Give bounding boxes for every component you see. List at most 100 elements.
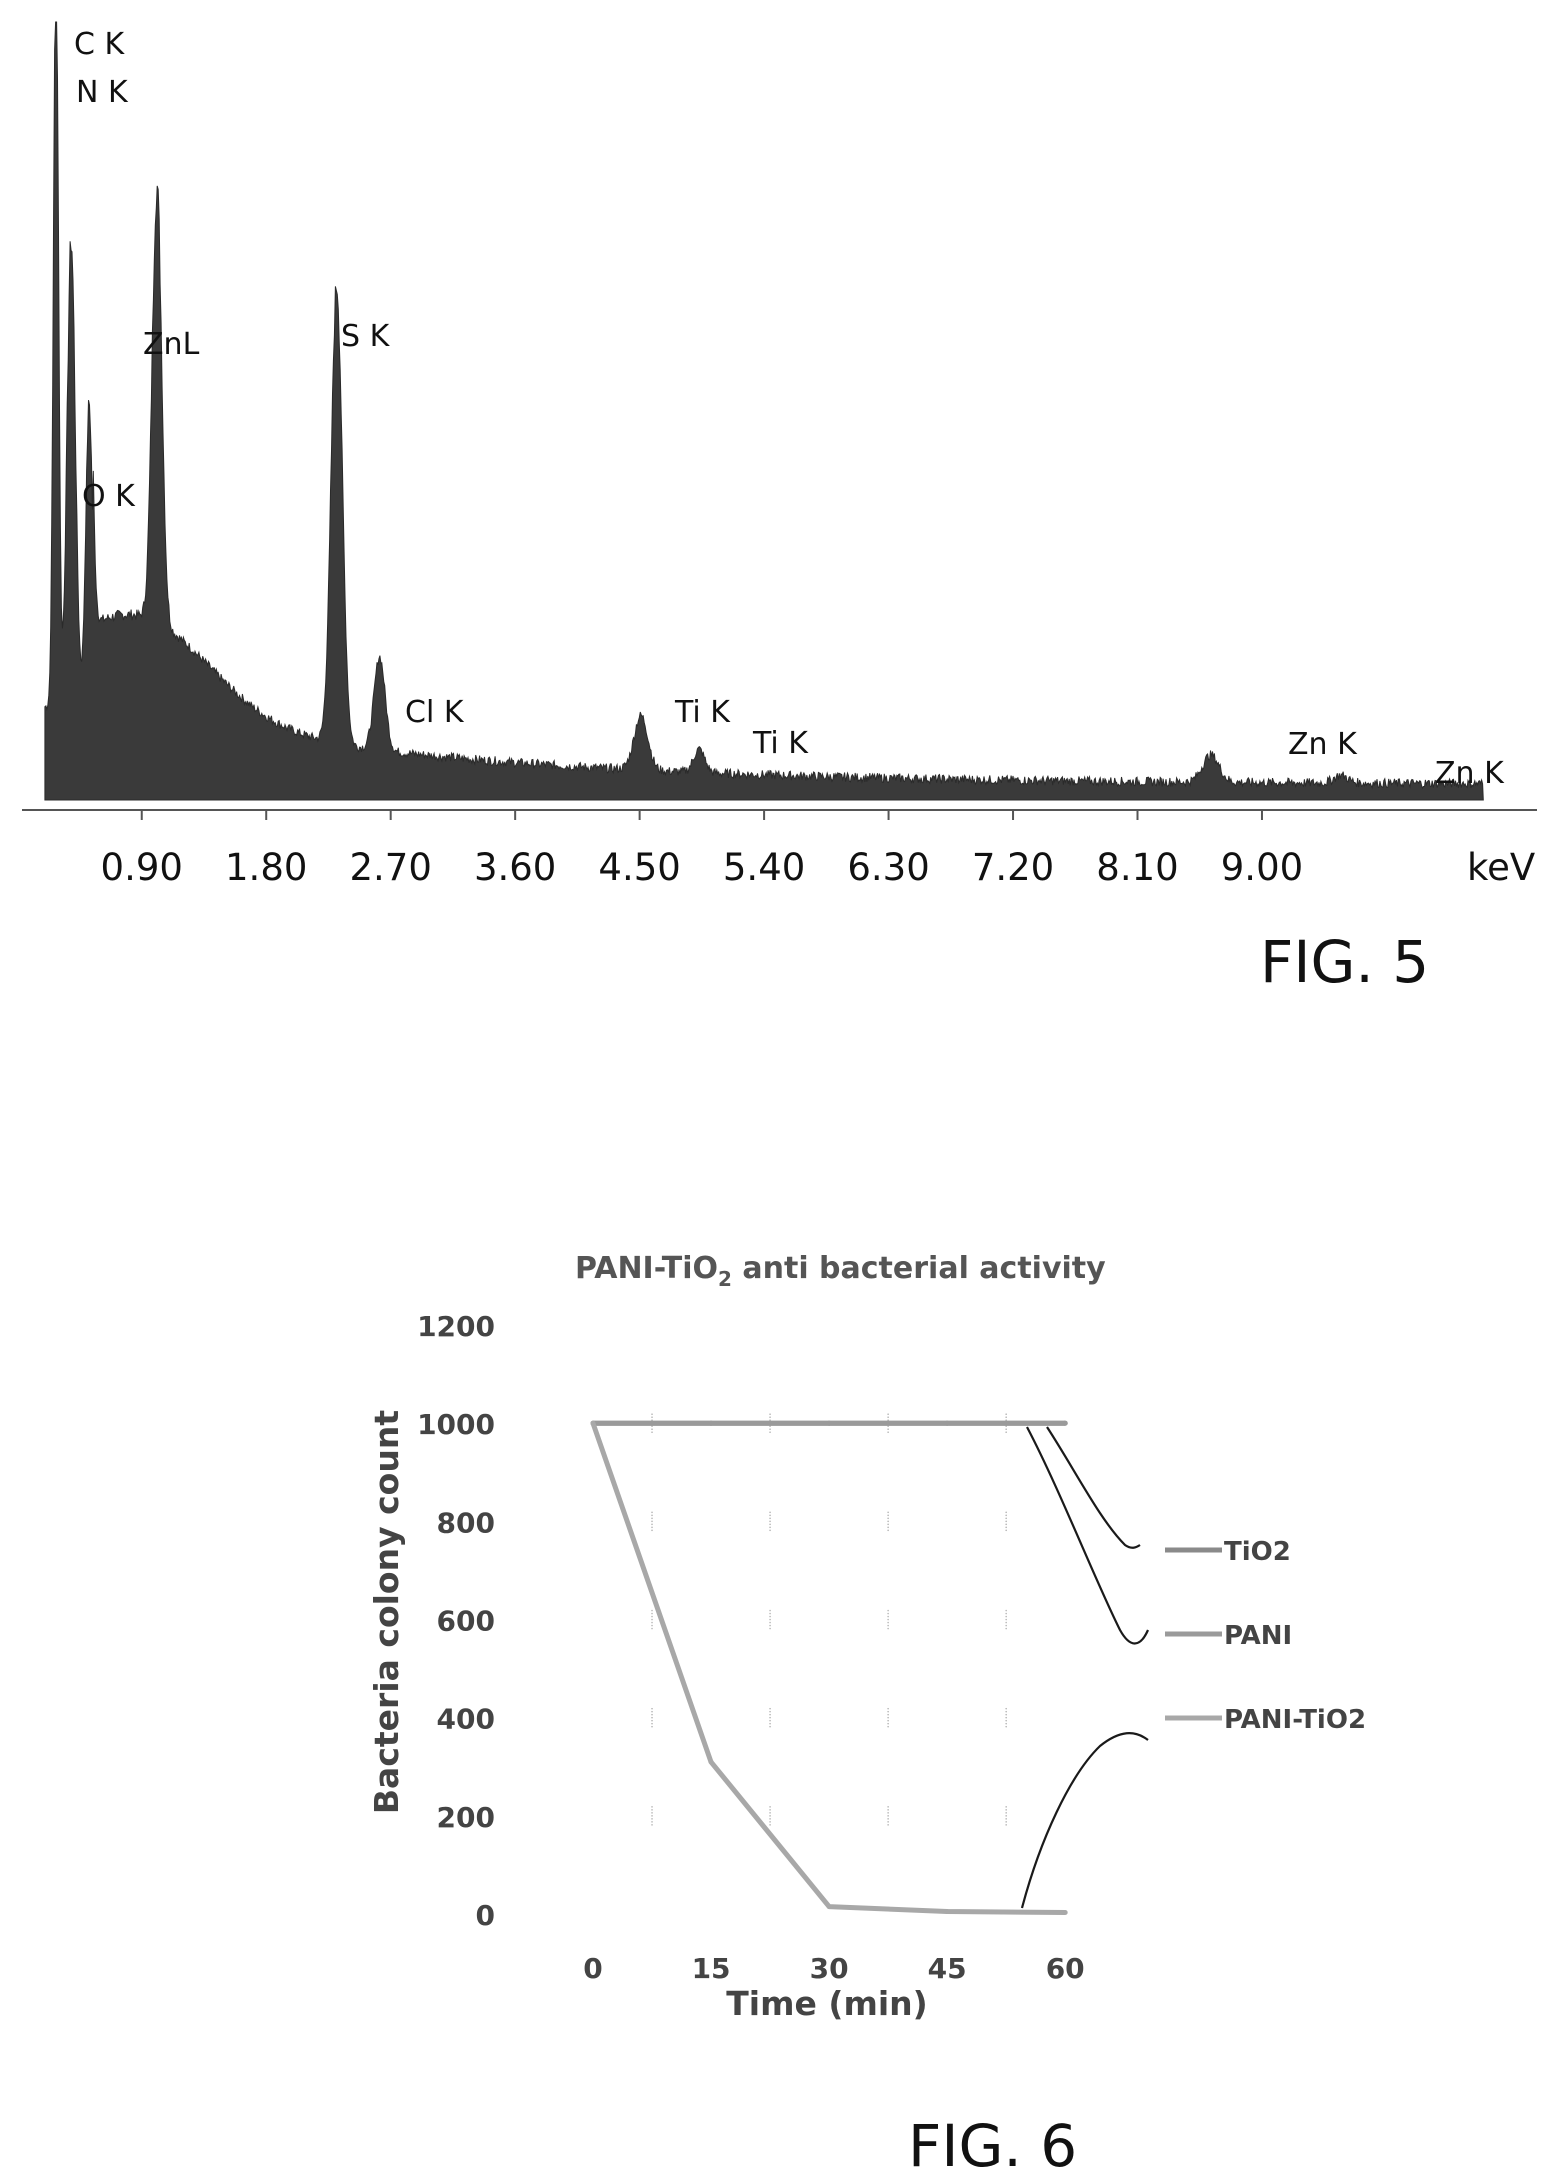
grid-dot	[769, 1624, 771, 1627]
grid-dot	[651, 1419, 653, 1421]
legend-leader-tio2	[1046, 1426, 1141, 1549]
grid-dot	[651, 1824, 653, 1826]
x-tick-label: 60	[1046, 1952, 1085, 1985]
y-tick-label: 200	[437, 1801, 495, 1834]
grid-dot	[887, 1812, 889, 1814]
grid-dot	[887, 1425, 889, 1427]
legend-entry-label: TiO2	[1224, 1537, 1291, 1567]
grid-dot	[769, 1615, 771, 1618]
grid-dot	[651, 1818, 653, 1820]
grid-dot	[769, 1716, 771, 1719]
grid-dot	[1005, 1416, 1007, 1418]
grid-dot	[887, 1621, 889, 1624]
eds-x-tick-label: 8.10	[1096, 846, 1178, 889]
grid-dot	[1005, 1818, 1007, 1820]
grid-dot	[887, 1809, 889, 1811]
grid-dot	[769, 1710, 771, 1713]
chart-legend: TiO2 PANI PANI-TiO2	[1165, 1537, 1366, 1735]
grid-dot	[887, 1609, 889, 1612]
grid-dot	[887, 1624, 889, 1627]
grid-dot	[1005, 1523, 1007, 1526]
x-tick-label: 30	[810, 1952, 849, 1985]
grid-dot	[651, 1416, 653, 1418]
grid-dot	[887, 1413, 889, 1415]
series-point	[1062, 1420, 1068, 1426]
grid-dot	[1005, 1824, 1007, 1826]
grid-dot	[769, 1425, 771, 1427]
grid-dot	[887, 1725, 889, 1728]
eds-x-tick-label: 5.40	[723, 846, 805, 889]
grid-dot	[769, 1815, 771, 1817]
grid-dot	[1005, 1413, 1007, 1415]
grid-dot	[887, 1511, 889, 1514]
grid-dot	[887, 1416, 889, 1418]
grid-dot	[651, 1511, 653, 1514]
grid-dot	[1005, 1529, 1007, 1532]
grid-dot	[1005, 1716, 1007, 1719]
grid-dot	[769, 1514, 771, 1517]
grid-dot	[769, 1523, 771, 1526]
grid-dot	[1005, 1526, 1007, 1529]
eds-spectrum-area	[44, 21, 1484, 801]
grid-dot	[651, 1627, 653, 1630]
eds-x-tick-label: 2.70	[349, 846, 431, 889]
grid-dot	[887, 1526, 889, 1529]
grid-dot	[769, 1520, 771, 1523]
eds-x-tick-label: 4.50	[598, 846, 680, 889]
grid-dot	[769, 1517, 771, 1520]
grid-dot	[887, 1716, 889, 1719]
grid-dot	[1005, 1719, 1007, 1722]
grid-dot	[1005, 1428, 1007, 1430]
grid-dot	[651, 1618, 653, 1621]
series-point	[708, 1420, 714, 1426]
series-point	[944, 1909, 950, 1915]
grid-dot	[769, 1806, 771, 1808]
grid-dot	[1005, 1806, 1007, 1808]
x-axis-ticks: 0 15 30 45 60	[583, 1952, 1084, 1985]
grid-dot	[769, 1821, 771, 1823]
chart-title: PANI-TiO2 anti bacterial activity	[575, 1251, 1106, 1291]
series-point	[944, 1420, 950, 1426]
grid-dot	[769, 1809, 771, 1811]
grid-dot	[651, 1722, 653, 1725]
eds-x-tick-label: 1.80	[225, 846, 307, 889]
grid-dot	[769, 1529, 771, 1532]
grid-dot	[651, 1612, 653, 1615]
grid-dot	[887, 1419, 889, 1421]
y-tick-label: 1000	[417, 1408, 495, 1441]
grid-dot	[769, 1719, 771, 1722]
grid-dot	[651, 1529, 653, 1532]
grid-dot	[1005, 1511, 1007, 1514]
y-tick-label: 1200	[417, 1310, 495, 1343]
grid-dot	[651, 1719, 653, 1722]
eds-x-ticks: 0.90 1.80 2.70 3.60 4.50 5.40 6.30 7.20 8.10 9.00	[101, 810, 1303, 889]
grid-dot	[1005, 1612, 1007, 1615]
grid-dot	[887, 1612, 889, 1615]
grid-dot	[887, 1707, 889, 1710]
grid-dot	[651, 1526, 653, 1529]
peak-label-znl: ZnL	[143, 327, 200, 362]
peak-label-nk: N K	[76, 75, 129, 110]
grid-dot	[1005, 1725, 1007, 1728]
grid-dot	[651, 1413, 653, 1415]
grid-dot	[1005, 1419, 1007, 1421]
figure-5-caption: FIG. 5	[1260, 928, 1429, 996]
y-tick-label: 400	[437, 1703, 495, 1736]
grid-dot	[887, 1713, 889, 1716]
grid-dot	[1005, 1517, 1007, 1520]
peak-label-znk-2: Zn K	[1435, 756, 1505, 791]
grid-dot	[769, 1419, 771, 1421]
grid-dot	[651, 1716, 653, 1719]
series-point	[826, 1420, 832, 1426]
grid-dot	[1005, 1609, 1007, 1612]
x-tick-label: 15	[692, 1952, 731, 1985]
grid-dot	[887, 1815, 889, 1817]
grid-dot	[887, 1615, 889, 1618]
grid-dot	[769, 1812, 771, 1814]
series-point	[826, 1904, 832, 1910]
chart-title-rest: anti bacterial activity	[732, 1251, 1106, 1286]
grid-dot	[769, 1413, 771, 1415]
figure-6-caption: FIG. 6	[908, 2112, 1077, 2178]
grid-dot	[769, 1818, 771, 1820]
